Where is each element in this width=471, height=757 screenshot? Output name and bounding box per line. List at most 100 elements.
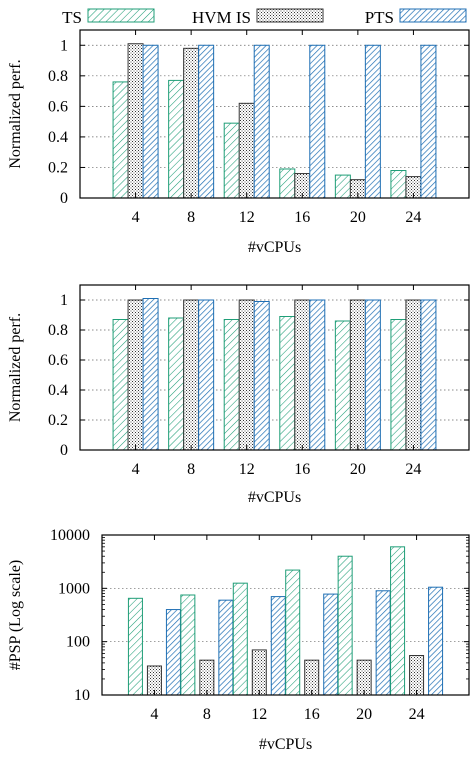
bar-pts-16 xyxy=(323,593,339,696)
x-tick-label: 12 xyxy=(239,209,255,226)
bar-ts-4 xyxy=(112,81,129,199)
legend: TS HVM IS PTS xyxy=(62,8,467,27)
bar-hvm-20 xyxy=(349,299,366,451)
x-tick-label: 16 xyxy=(304,706,320,723)
y-tick-label: 0.2 xyxy=(48,412,68,429)
x-axis-label: #vCPUs xyxy=(248,489,301,506)
y-tick-label: 10000 xyxy=(50,527,90,544)
bar-pts-4 xyxy=(165,609,181,696)
x-tick-label: 20 xyxy=(356,706,372,723)
bar-pts-16 xyxy=(309,299,326,451)
bar-ts-16 xyxy=(279,316,296,451)
x-tick-label: 24 xyxy=(405,209,421,226)
y-tick-label: 0.4 xyxy=(48,129,68,146)
bar-ts-8 xyxy=(168,317,185,451)
legend-label-ts: TS xyxy=(62,8,82,27)
bar-hvm-24 xyxy=(405,299,422,451)
bar-pts-24 xyxy=(420,299,437,451)
plot-frame xyxy=(79,284,470,451)
legend-swatch-pts xyxy=(399,8,467,23)
bar-ts-20 xyxy=(334,320,351,451)
chart-psp-log: 10 100 1000 10000 4 8 12 16 20 24 #vCPUs #PSP (Log … xyxy=(7,527,470,753)
x-tick-label: 20 xyxy=(350,461,366,478)
bar-ts-12 xyxy=(223,122,240,199)
bar-pts-12 xyxy=(270,596,286,696)
x-tick-label: 16 xyxy=(294,209,310,226)
bar-pts-20 xyxy=(375,590,391,696)
bar-ts-12 xyxy=(232,582,248,696)
bar-hvm-12 xyxy=(238,299,255,451)
bar-pts-8 xyxy=(218,599,234,696)
bar-pts-4 xyxy=(142,298,159,451)
bar-hvm-4 xyxy=(127,299,144,451)
bar-pts-16 xyxy=(309,44,326,199)
legend-label-hvm: HVM IS xyxy=(192,8,251,27)
y-tick-label: 0 xyxy=(60,442,68,459)
chart-normalized-perf-middle: 0 0.2 0.4 0.6 0.8 1 4 8 12 16 20 24 #vCPUs Normalized… xyxy=(7,284,470,506)
y-tick-label: 1 xyxy=(60,37,68,54)
bar-ts-24 xyxy=(390,546,406,696)
x-tick-label: 4 xyxy=(132,209,140,226)
bar-hvm-12 xyxy=(238,102,255,199)
x-tick-label: 8 xyxy=(203,706,211,723)
y-tick-label: 10 xyxy=(74,687,90,704)
y-tick-label: 100 xyxy=(66,634,90,651)
y-tick-label: 0.4 xyxy=(48,382,68,399)
y-axis-label: Normalized perf. xyxy=(7,313,24,422)
x-tick-label: 20 xyxy=(350,209,366,226)
x-tick-label: 12 xyxy=(251,706,267,723)
bar-hvm-4 xyxy=(127,43,144,199)
y-axis-label: Normalized perf. xyxy=(7,59,24,168)
bar-hvm-8 xyxy=(199,659,215,696)
legend-swatch-hvm xyxy=(256,8,324,23)
bar-ts-20 xyxy=(334,174,351,199)
bar-ts-8 xyxy=(168,79,185,199)
x-tick-label: 8 xyxy=(187,209,195,226)
bar-pts-20 xyxy=(364,44,381,199)
bar-pts-20 xyxy=(364,299,381,451)
bar-pts-12 xyxy=(253,44,270,199)
legend-label-pts: PTS xyxy=(365,8,394,27)
y-tick-label: 0.8 xyxy=(48,68,68,85)
bar-ts-16 xyxy=(285,569,301,696)
bar-hvm-8 xyxy=(183,299,200,451)
y-tick-label: 0.8 xyxy=(48,322,68,339)
bar-ts-20 xyxy=(337,555,353,696)
x-tick-label: 24 xyxy=(405,461,421,478)
y-tick-label: 0.2 xyxy=(48,159,68,176)
plot-frame xyxy=(79,29,470,199)
y-tick-label: 1 xyxy=(60,292,68,309)
x-tick-label: 24 xyxy=(409,706,425,723)
x-tick-label: 12 xyxy=(239,461,255,478)
y-tick-label: 1000 xyxy=(58,580,90,597)
bar-pts-12 xyxy=(253,301,270,451)
bar-pts-4 xyxy=(142,44,159,199)
legend-swatch-ts xyxy=(87,8,155,23)
bar-ts-24 xyxy=(390,170,407,199)
bar-ts-16 xyxy=(279,168,296,199)
bar-hvm-12 xyxy=(251,649,267,696)
y-axis-label: #PSP (Log scale) xyxy=(7,560,24,671)
x-tick-label: 8 xyxy=(187,461,195,478)
bar-ts-24 xyxy=(390,319,407,451)
bar-ts-4 xyxy=(127,597,143,696)
y-tick-label: 0 xyxy=(60,190,68,207)
x-tick-label: 4 xyxy=(132,461,140,478)
bar-hvm-16 xyxy=(294,299,311,451)
x-tick-label: 16 xyxy=(294,461,310,478)
bar-ts-4 xyxy=(112,319,129,451)
bar-hvm-16 xyxy=(304,659,320,696)
bar-pts-24 xyxy=(428,586,444,696)
x-axis-label: #vCPUs xyxy=(248,239,301,256)
bar-ts-8 xyxy=(180,594,196,696)
bar-pts-8 xyxy=(198,299,215,451)
y-tick-label: 0.6 xyxy=(48,352,68,369)
bar-hvm-24 xyxy=(409,655,425,696)
bar-pts-8 xyxy=(198,44,215,199)
bar-hvm-20 xyxy=(356,659,372,696)
x-axis-label: #vCPUs xyxy=(259,736,312,753)
y-tick-label: 0.6 xyxy=(48,98,68,115)
bar-ts-12 xyxy=(223,319,240,451)
bar-hvm-8 xyxy=(183,47,200,199)
